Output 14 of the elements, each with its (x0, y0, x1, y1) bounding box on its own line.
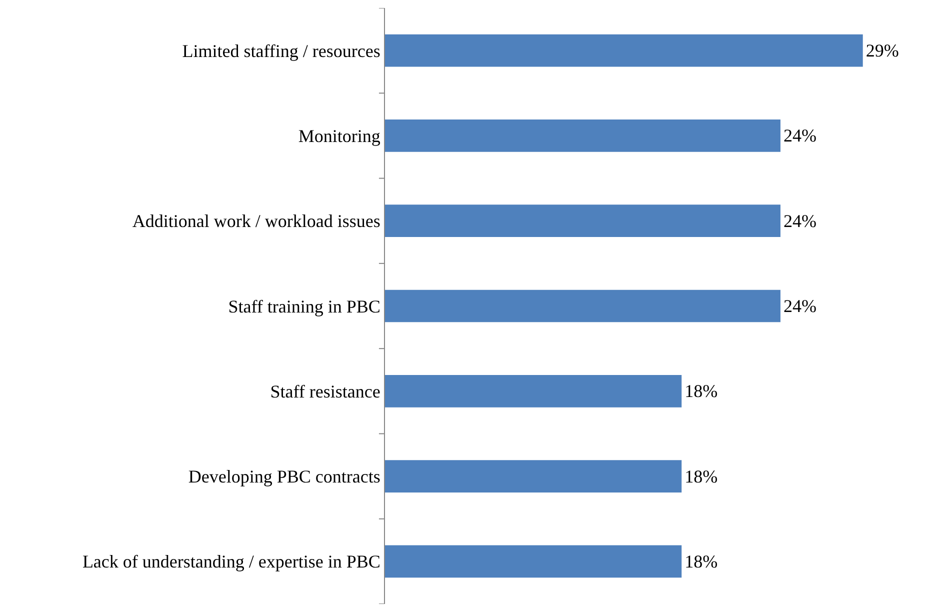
data-label: 29% (866, 40, 899, 61)
y-tick-label: Developing PBC contracts (188, 466, 380, 487)
data-label: 24% (783, 296, 816, 316)
data-label: 24% (783, 126, 816, 146)
data-label: 18% (684, 551, 718, 572)
data-label: 18% (684, 466, 718, 486)
y-tick-label: Monitoring (298, 126, 380, 146)
y-tick-label: Lack of understanding / expertise in PBC (82, 552, 380, 572)
y-tick-label: Additional work / workload issues (132, 211, 380, 232)
y-tick-label: Staff training in PBC (228, 296, 380, 316)
y-tick-label: Staff resistance (270, 381, 380, 402)
data-label: 24% (783, 210, 816, 231)
data-label: 18% (684, 381, 718, 402)
y-tick-label: Limited staffing / resources (182, 40, 380, 61)
